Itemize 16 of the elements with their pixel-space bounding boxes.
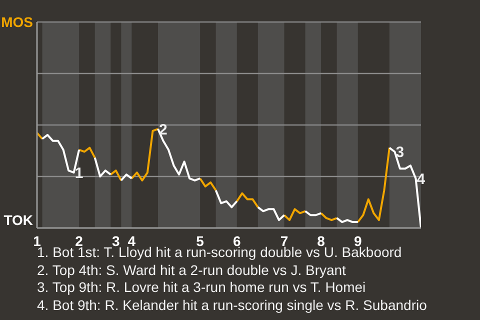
text: 4. Bot 9th: R. Kelander hit a run-scoring single vs R. Subandrio xyxy=(37,296,428,314)
annotation: 4 xyxy=(416,170,426,188)
x-tick-label: 9 xyxy=(354,232,362,249)
x-tick-label: 8 xyxy=(317,232,326,249)
annotation: 2 xyxy=(158,121,168,138)
annotation: 1 xyxy=(74,164,84,182)
text: 2. Top 4th: S. Ward hit a 2-run double vs J. Bryant xyxy=(37,262,347,279)
text: MOS xyxy=(1,14,33,30)
x-tick-label: 4 xyxy=(128,232,136,249)
x-tick-label: 5 xyxy=(196,232,204,249)
text: TOK xyxy=(4,212,33,228)
annotation: 3 xyxy=(396,144,404,162)
x-tick-label: 7 xyxy=(280,232,288,249)
x-tick-label: 3 xyxy=(112,232,120,249)
text: 3. Top 9th: R. Lovre hit a 3-run home run vs T. Homei xyxy=(37,279,367,296)
x-tick-label: 6 xyxy=(232,232,241,249)
